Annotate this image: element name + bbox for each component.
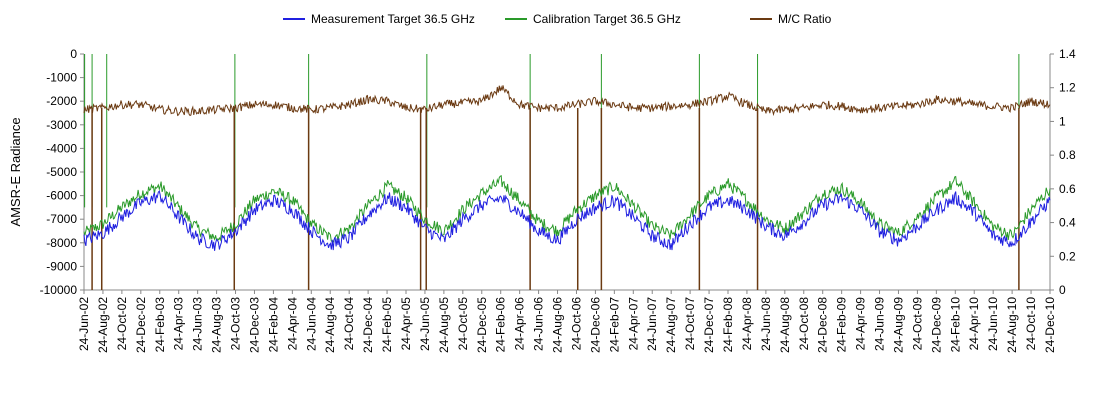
x-tick-label: 24-Dec-07 <box>702 297 716 353</box>
x-tick-label: 24-Apr-07 <box>626 297 640 351</box>
x-tick-label: 24-Jun-04 <box>304 297 318 351</box>
legend-label: Measurement Target 36.5 GHz <box>311 12 475 26</box>
y-left-tick-label: -10000 <box>40 283 78 297</box>
y-right-tick-label: 0.6 <box>1059 182 1076 196</box>
x-tick-label: 24-Feb-07 <box>607 297 621 353</box>
series-ratio-line <box>83 85 1051 117</box>
x-tick-label: 24-Oct-02 <box>115 297 129 351</box>
x-tick-label: 24-Oct-07 <box>683 297 697 351</box>
x-tick-label: 24-Feb-05 <box>380 297 394 353</box>
x-tick-label: 24-Aug-02 <box>96 297 110 353</box>
y-left-axis-title: AMSR-E Radiance <box>8 117 23 226</box>
x-tick-label: 24-Oct-08 <box>797 297 811 351</box>
x-tick-label: 24-Jun-05 <box>418 297 432 351</box>
y-right-tick-label: 0.4 <box>1059 216 1076 230</box>
x-tick-label: 24-Apr-09 <box>854 297 868 351</box>
series-layer <box>83 54 1051 290</box>
x-tick-label: 24-Dec-05 <box>475 297 489 353</box>
x-tick-label: 24-Aug-03 <box>210 297 224 353</box>
y-right-tick-label: 1 <box>1059 114 1066 128</box>
series-measurement-line <box>83 190 1051 251</box>
y-right-tick-label: 1.4 <box>1059 47 1076 61</box>
y-left-tick-label: -8000 <box>46 236 77 250</box>
x-tick-label: 24-Oct-09 <box>910 297 924 351</box>
x-tick-label: 24-Apr-04 <box>285 297 299 351</box>
x-tick-label: 24-Jun-02 <box>77 297 91 351</box>
x-tick-label: 24-Aug-06 <box>551 297 565 353</box>
x-tick-label: 24-Jun-08 <box>759 297 773 351</box>
x-tick-label: 24-Dec-09 <box>929 297 943 353</box>
y-right-tick-label: 0.2 <box>1059 249 1076 263</box>
legend: Measurement Target 36.5 GHz Calibration T… <box>283 12 832 26</box>
x-tick-label: 24-Oct-06 <box>569 297 583 351</box>
x-tick-label: 24-Dec-03 <box>247 297 261 353</box>
x-tick-label: 24-Aug-05 <box>437 297 451 353</box>
x-tick-label: 24-Feb-09 <box>835 297 849 353</box>
x-tick-label: 24-Apr-03 <box>172 297 186 351</box>
x-tick-label: 24-Oct-03 <box>229 297 243 351</box>
y-left-tick-label: -6000 <box>46 189 77 203</box>
legend-label: Calibration Target 36.5 GHz <box>533 12 681 26</box>
x-tick-label: 24-Feb-10 <box>948 297 962 353</box>
y-right-tick-label: 1.2 <box>1059 81 1076 95</box>
legend-label: M/C Ratio <box>778 12 832 26</box>
plot-area <box>83 54 1051 291</box>
x-tick-label: 24-Aug-04 <box>323 297 337 353</box>
y-left-tick-label: -5000 <box>46 165 77 179</box>
x-tick-label: 24-Oct-04 <box>342 297 356 351</box>
x-tick-label: 24-Jun-06 <box>532 297 546 351</box>
y-right-ticks: 1.4 1.2 1 0.8 0.6 0.4 0.2 0 <box>1050 47 1076 297</box>
y-left-tick-label: 0 <box>70 47 77 61</box>
y-right-tick-label: 0.8 <box>1059 148 1076 162</box>
x-tick-label: 24-Aug-08 <box>778 297 792 353</box>
y-left-tick-label: -4000 <box>46 141 77 155</box>
y-left-tick-label: -9000 <box>46 259 77 273</box>
x-tick-label: 24-Feb-04 <box>266 297 280 353</box>
x-tick-label: 24-Jun-03 <box>191 297 205 351</box>
x-tick-label: 24-Feb-03 <box>153 297 167 353</box>
x-tick-label: 24-Aug-09 <box>891 297 905 353</box>
y-left-tick-label: -2000 <box>46 94 77 108</box>
y-left-tick-label: -1000 <box>46 71 77 85</box>
x-tick-label: 24-Feb-08 <box>721 297 735 353</box>
x-tick-label: 24-Dec-10 <box>1043 297 1057 353</box>
y-left-tick-label: -3000 <box>46 118 77 132</box>
x-tick-label: 24-Dec-04 <box>361 297 375 353</box>
x-tick-label: 24-Jun-07 <box>645 297 659 351</box>
y-right-tick-label: 0 <box>1059 283 1066 297</box>
x-tick-label: 24-Oct-05 <box>456 297 470 351</box>
x-tick-label: 24-Dec-08 <box>816 297 830 353</box>
y-left-tick-label: -7000 <box>46 212 77 226</box>
x-tick-label: 24-Apr-08 <box>740 297 754 351</box>
x-tick-label: 24-Jun-10 <box>986 297 1000 351</box>
x-ticks: 24-Jun-02 24-Aug-02 24-Oct-02 24-Dec-02 24-F… <box>77 290 1057 353</box>
x-tick-label: 24-Dec-06 <box>588 297 602 353</box>
x-tick-label: 24-Jun-09 <box>873 297 887 351</box>
x-tick-label: 24-Dec-02 <box>134 297 148 353</box>
y-left-ticks: 0 -1000 -2000 -3000 -4000 -5000 -6000 -7000 -800… <box>40 47 84 297</box>
x-tick-label: 24-Apr-10 <box>967 297 981 351</box>
x-tick-label: 24-Apr-05 <box>399 297 413 351</box>
x-tick-label: 24-Aug-07 <box>664 297 678 353</box>
x-tick-label: 24-Feb-06 <box>494 297 508 353</box>
x-tick-label: 24-Apr-06 <box>513 297 527 351</box>
x-tick-label: 24-Oct-10 <box>1024 297 1038 351</box>
x-tick-label: 24-Aug-10 <box>1005 297 1019 353</box>
